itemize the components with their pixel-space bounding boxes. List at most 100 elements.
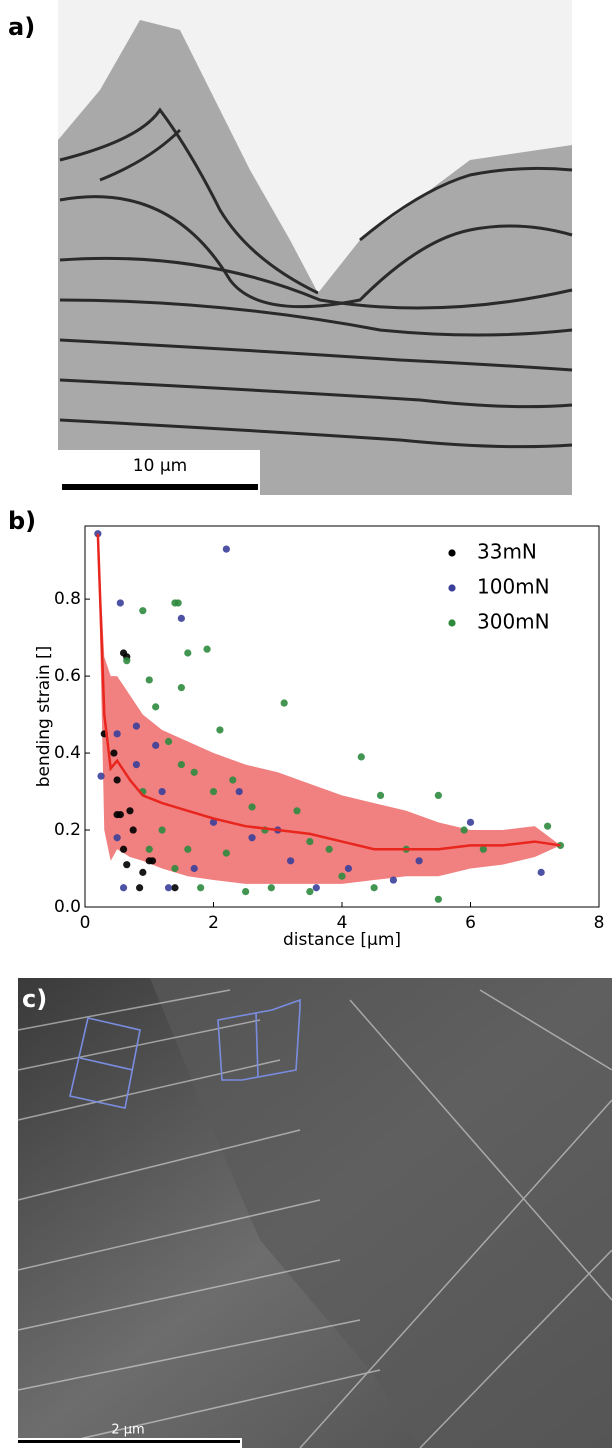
data-point — [242, 888, 250, 896]
data-point — [174, 599, 182, 607]
data-point — [479, 845, 487, 853]
micrograph-c — [17, 978, 612, 1449]
data-point — [190, 768, 198, 776]
data-point — [389, 876, 397, 884]
data-point — [116, 599, 124, 607]
data-point — [113, 776, 121, 784]
data-point — [376, 791, 385, 799]
data-point — [164, 884, 173, 892]
x-tick-label: 4 — [337, 913, 348, 933]
data-point — [306, 888, 314, 896]
y-tick-label: 0.4 — [54, 743, 81, 763]
data-point — [177, 614, 185, 622]
data-point — [123, 861, 131, 869]
x-axis-label: distance [μm] — [283, 930, 401, 950]
legend-marker — [448, 549, 456, 557]
data-point — [129, 826, 137, 834]
data-point — [209, 787, 218, 796]
x-tick-label: 0 — [80, 913, 91, 933]
data-point — [338, 872, 346, 880]
data-point — [267, 884, 275, 892]
data-point — [556, 841, 565, 850]
trend-line — [96, 533, 561, 851]
data-point — [370, 884, 378, 892]
data-point — [139, 607, 147, 615]
data-point — [235, 787, 243, 796]
legend-label: 33mN — [477, 540, 537, 564]
data-point — [460, 826, 468, 834]
data-point — [110, 749, 118, 757]
data-point — [434, 895, 442, 903]
panel-label: a) — [8, 13, 35, 41]
data-point — [148, 857, 157, 865]
panel-label: c) — [22, 985, 47, 1013]
data-point — [145, 676, 153, 684]
data-point — [306, 837, 314, 846]
data-point — [293, 807, 301, 815]
data-point — [171, 884, 179, 892]
data-point — [158, 787, 166, 796]
panel-label: b) — [8, 507, 36, 535]
data-point — [229, 776, 237, 784]
data-point — [126, 807, 134, 815]
trend-band — [97, 533, 561, 884]
data-point — [312, 884, 320, 892]
data-point — [164, 737, 173, 746]
data-point — [209, 818, 218, 826]
data-point — [139, 868, 147, 876]
y-tick-label: 0.8 — [54, 589, 81, 609]
micrograph-a — [58, 0, 573, 495]
x-tick-label: 8 — [594, 913, 605, 933]
data-point — [248, 803, 256, 811]
scale-bar-label: 2 µm — [111, 1423, 144, 1438]
data-point — [222, 849, 230, 857]
data-point — [145, 845, 153, 853]
legend-label: 100mN — [477, 575, 550, 599]
data-point — [113, 730, 121, 738]
data-point — [119, 845, 128, 853]
data-point — [287, 857, 295, 865]
data-point — [325, 845, 333, 853]
data-point — [197, 884, 205, 892]
data-point — [280, 699, 288, 707]
x-tick-label: 2 — [208, 913, 219, 933]
data-point — [216, 726, 224, 734]
data-point — [344, 864, 353, 873]
data-point — [184, 649, 192, 657]
data-point — [190, 864, 198, 873]
data-point — [222, 545, 230, 553]
y-tick-label: 0.2 — [54, 820, 81, 840]
data-point — [357, 753, 365, 761]
data-point — [113, 834, 121, 842]
data-point — [152, 741, 160, 749]
y-tick-label: 0.0 — [54, 897, 81, 917]
data-point — [415, 857, 423, 865]
data-point — [203, 645, 211, 653]
data-point — [184, 845, 192, 853]
legend-label: 300mN — [477, 610, 550, 634]
data-point — [177, 684, 185, 692]
data-point — [119, 884, 128, 892]
data-point — [544, 822, 552, 830]
data-point — [248, 834, 256, 842]
data-point — [158, 826, 166, 834]
data-point — [123, 657, 131, 665]
data-point — [434, 791, 442, 799]
data-point — [132, 761, 140, 769]
chart: b) 0.0 0.2 0.4 0.6 0.8 0 2 4 6 8 distance [μm] bendi… — [8, 507, 604, 950]
y-tick-label: 0.6 — [54, 666, 81, 686]
legend-marker — [448, 584, 456, 592]
data-point — [113, 811, 121, 819]
data-point — [152, 703, 160, 711]
data-point — [97, 772, 105, 780]
data-point — [136, 884, 144, 892]
data-point — [171, 864, 179, 873]
data-point — [132, 722, 140, 730]
legend-marker — [448, 619, 456, 627]
data-point — [177, 761, 185, 769]
y-axis-label: bending strain [] — [34, 646, 54, 788]
data-point — [466, 818, 475, 826]
data-point — [537, 868, 545, 876]
scale-bar-label: 10 µm — [133, 456, 187, 476]
